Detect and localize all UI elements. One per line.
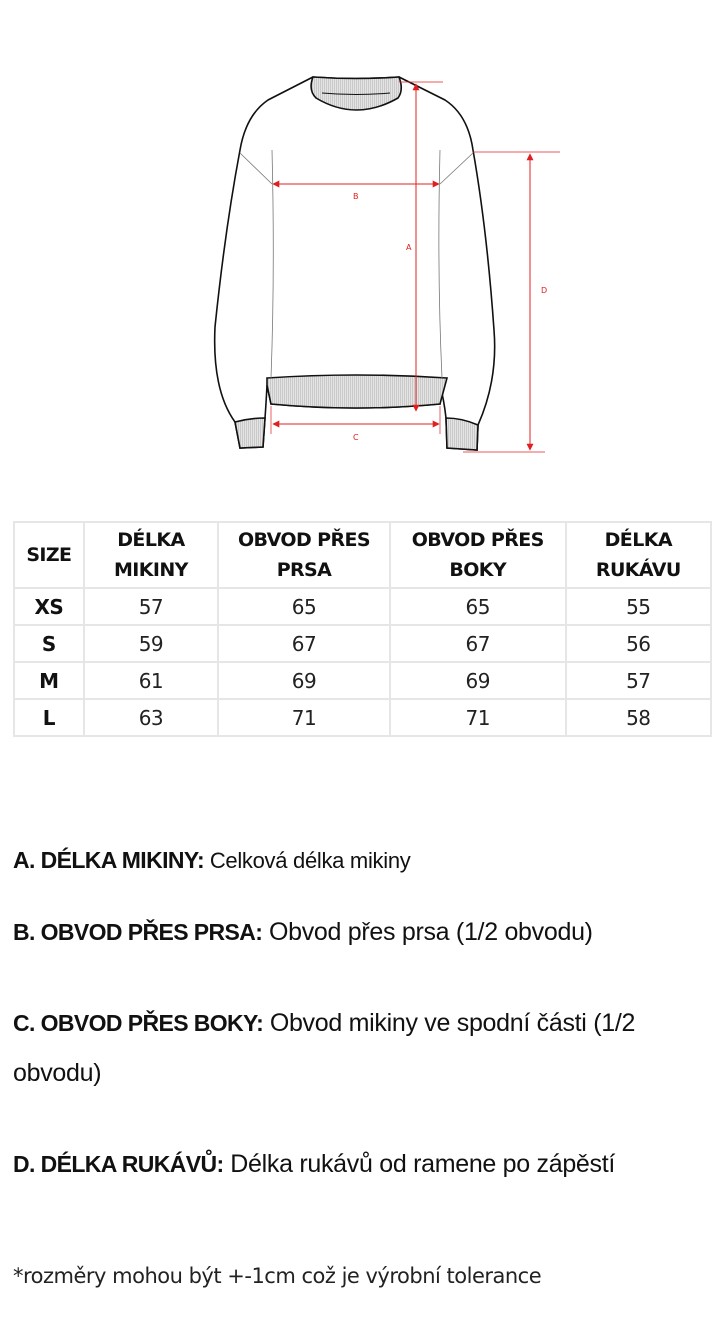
- label-b: B: [353, 192, 359, 201]
- cell-size: S: [13, 624, 85, 663]
- table-row: S 59 67 67 56: [13, 624, 713, 663]
- cell: 55: [564, 587, 713, 626]
- cell: 69: [388, 661, 567, 700]
- cell: 58: [564, 698, 713, 737]
- size-table: SIZE DÉLKA MIKINY OBVOD PŘES PRSA OBVOD …: [13, 521, 713, 737]
- definition-d: D. DÉLKA RUKÁVŮ: Délka rukávů od ramene …: [13, 1139, 713, 1189]
- definition-text: Obvod mikiny ve spodní části (1/2 obvodu…: [13, 1009, 636, 1087]
- table-row: M 61 69 69 57: [13, 661, 713, 700]
- label-c: C: [353, 433, 359, 442]
- cell-size: XS: [13, 587, 85, 626]
- cell: 69: [217, 661, 391, 700]
- definition-term: C. OBVOD PŘES BOKY:: [13, 1010, 264, 1036]
- cell: 56: [564, 624, 713, 663]
- header-sleeve: DÉLKA RUKÁVU: [564, 521, 713, 589]
- definition-term: D. DÉLKA RUKÁVŮ:: [13, 1151, 224, 1177]
- header-hips: OBVOD PŘES BOKY: [388, 521, 567, 589]
- header-length: DÉLKA MIKINY: [82, 521, 220, 589]
- tolerance-note: *rozměry mohou být +-1cm což je výrobní …: [13, 1264, 542, 1288]
- definition-c: C. OBVOD PŘES BOKY: Obvod mikiny ve spod…: [13, 998, 713, 1098]
- label-a: A: [406, 243, 412, 252]
- cell: 63: [82, 698, 220, 737]
- cell-size: L: [13, 698, 85, 737]
- cell-size: M: [13, 661, 85, 700]
- definition-term: A. DÉLKA MIKINY:: [13, 847, 205, 873]
- measurement-lines: [270, 81, 560, 453]
- cell: 57: [82, 587, 220, 626]
- cell: 67: [217, 624, 391, 663]
- cell: 57: [564, 661, 713, 700]
- sweater-outline: [213, 76, 496, 451]
- table-row: L 63 71 71 58: [13, 698, 713, 737]
- label-d: D: [541, 286, 547, 295]
- cell: 71: [388, 698, 567, 737]
- cell: 67: [388, 624, 567, 663]
- cell: 61: [82, 661, 220, 700]
- definition-a: A. DÉLKA MIKINY: Celková délka mikiny: [13, 835, 713, 886]
- header-size: SIZE: [13, 521, 85, 589]
- cell: 65: [217, 587, 391, 626]
- sweater-measurement-diagram: A B C D: [213, 76, 560, 453]
- definition-text: Celková délka mikiny: [209, 848, 411, 873]
- definition-b: B. OBVOD PŘES PRSA: Obvod přes prsa (1/2…: [13, 907, 713, 957]
- definition-text: Obvod přes prsa (1/2 obvodu): [268, 918, 593, 946]
- cell: 65: [388, 587, 567, 626]
- cell: 59: [82, 624, 220, 663]
- table-row: XS 57 65 65 55: [13, 587, 713, 626]
- table-header-row: SIZE DÉLKA MIKINY OBVOD PŘES PRSA OBVOD …: [13, 521, 713, 589]
- definition-term: B. OBVOD PŘES PRSA:: [13, 919, 263, 945]
- header-chest: OBVOD PŘES PRSA: [217, 521, 391, 589]
- cell: 71: [217, 698, 391, 737]
- definition-text: Délka rukávů od ramene po zápěstí: [230, 1150, 616, 1178]
